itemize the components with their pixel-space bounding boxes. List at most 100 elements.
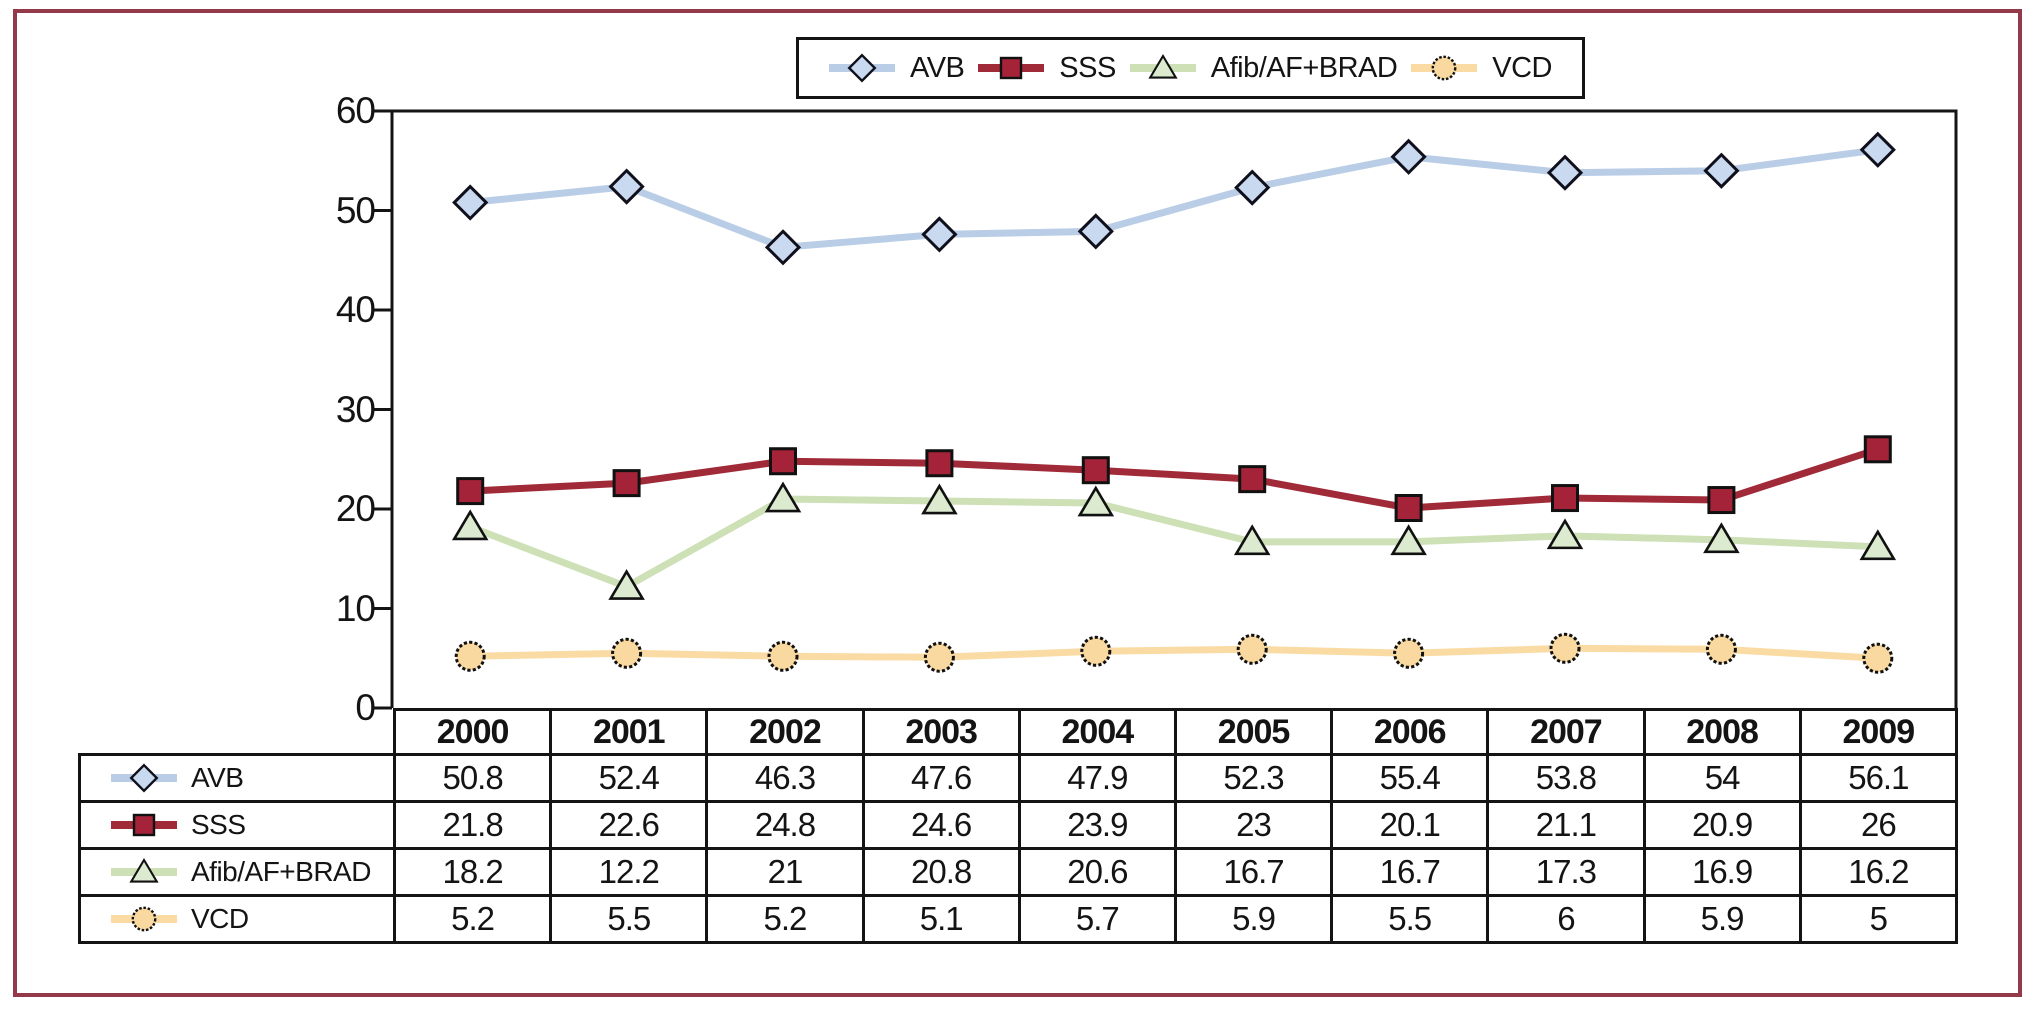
series-avb <box>452 131 1896 266</box>
row-label-vcd: VCD <box>78 894 396 944</box>
sss-point-2005 <box>1238 465 1267 494</box>
cell-avb-2002: 46.3 <box>705 753 865 803</box>
cell-avb-2006: 55.4 <box>1330 753 1490 803</box>
vcd-point-2006 <box>1393 637 1425 669</box>
year-header-2002: 2002 <box>705 708 865 756</box>
sss-line-marker-icon <box>978 56 1045 80</box>
cell-sss-2003: 24.6 <box>861 800 1021 850</box>
year-header-2007: 2007 <box>1486 708 1646 756</box>
cell-sss-2007: 21.1 <box>1486 800 1646 850</box>
vcd-line-marker-icon <box>111 906 177 932</box>
legend-label-vcd: VCD <box>1492 51 1552 84</box>
year-header-2008: 2008 <box>1642 708 1802 756</box>
cell-afib-af-brad-2007: 17.3 <box>1486 847 1646 897</box>
cell-sss-2009: 26 <box>1798 800 1959 850</box>
chart-legend: AVB SSS Afib/AF+BRAD VCD <box>796 37 1585 99</box>
sss-point-2000 <box>456 477 485 506</box>
table-row-vcd: VCD 5.2 5.5 5.2 5.1 5.7 5.9 5.5 6 5.9 5 <box>78 894 1959 944</box>
avb-point-2009 <box>1859 131 1896 168</box>
avb-point-2007 <box>1546 154 1584 191</box>
table-row-afib-af-brad: Afib/AF+BRAD 18.2 12.2 21 20.8 20.6 16.7 16.7 17… <box>78 847 1959 897</box>
vcd-point-2009 <box>1862 642 1894 674</box>
y-axis-tick-label: 50 <box>335 189 376 231</box>
data-table: 2000 2001 2002 2003 2004 2005 2006 2007 2008 2009… <box>78 708 1959 944</box>
legend-item-vcd: VCD <box>1411 51 1552 85</box>
figure-border <box>13 9 2022 997</box>
sss-point-2003 <box>925 449 954 478</box>
row-label-content: SSS <box>81 808 393 842</box>
sss-point-2007 <box>1551 484 1579 513</box>
avb-line-marker-icon <box>829 53 895 83</box>
vcd-point-2001 <box>611 637 643 669</box>
row-label-sss: SSS <box>78 800 396 850</box>
sss-point-2009 <box>1863 435 1892 464</box>
cell-afib-af-brad-2009: 16.2 <box>1798 847 1959 897</box>
cell-avb-2003: 47.6 <box>861 753 1021 803</box>
row-label-afib-af-brad: Afib/AF+BRAD <box>78 847 396 897</box>
cell-afib-af-brad-2003: 20.8 <box>861 847 1021 897</box>
vcd-point-2000 <box>454 640 486 672</box>
cell-sss-2002: 24.8 <box>705 800 865 850</box>
cell-afib-af-brad-2004: 20.6 <box>1017 847 1177 897</box>
y-axis-tick-label: 10 <box>335 587 376 629</box>
afib-af-brad-point-2006 <box>1390 524 1427 556</box>
table-corner-blank <box>80 710 395 755</box>
row-label-text-avb: AVB <box>191 762 244 793</box>
cell-avb-2004: 47.9 <box>1017 753 1177 803</box>
row-label-text-vcd: VCD <box>191 903 249 934</box>
cell-vcd-2005: 5.9 <box>1173 894 1334 944</box>
avb-line <box>466 146 1882 251</box>
vcd-line <box>466 644 1882 662</box>
avb-point-2000 <box>452 184 489 221</box>
cell-vcd-2008: 5.9 <box>1642 894 1802 944</box>
row-label-text-afib-af-brad: Afib/AF+BRAD <box>191 856 371 887</box>
legend-item-avb: AVB <box>829 51 965 85</box>
avb-point-2002 <box>764 229 802 266</box>
vcd-point-2008 <box>1705 633 1737 665</box>
cell-afib-af-brad-2008: 16.9 <box>1642 847 1802 897</box>
cell-avb-2009: 56.1 <box>1798 753 1959 803</box>
sss-point-2002 <box>769 447 797 476</box>
avb-point-2008 <box>1703 152 1740 189</box>
cell-avb-2000: 50.8 <box>392 753 553 803</box>
avb-point-2003 <box>921 216 958 253</box>
cell-vcd-2007: 6 <box>1486 894 1646 944</box>
cell-afib-af-brad-2002: 21 <box>705 847 865 897</box>
vcd-point-2004 <box>1080 635 1112 667</box>
legend-label-afib-af-brad: Afib/AF+BRAD <box>1210 51 1398 84</box>
sss-marker-icon <box>1000 56 1023 80</box>
row-label-content: VCD <box>81 902 393 936</box>
cell-vcd-2003: 5.1 <box>861 894 1021 944</box>
y-axis-tick-label: 20 <box>335 488 376 529</box>
cell-afib-af-brad-2005: 16.7 <box>1173 847 1334 897</box>
cell-sss-2001: 22.6 <box>549 800 709 850</box>
year-header-2000: 2000 <box>392 708 553 756</box>
afib-af-brad-point-2004 <box>1077 485 1115 517</box>
cell-vcd-2002: 5.2 <box>705 894 865 944</box>
cell-afib-af-brad-2001: 12.2 <box>549 847 709 897</box>
cell-vcd-2004: 5.7 <box>1017 894 1177 944</box>
year-header-2005: 2005 <box>1173 708 1334 756</box>
vcd-point-2007 <box>1549 632 1581 664</box>
year-header-2001: 2001 <box>549 708 709 756</box>
year-header-2009: 2009 <box>1798 708 1959 756</box>
table-row-sss: SSS 21.8 22.6 24.8 24.6 23.9 23 20.1 21.1 20.9 26 <box>78 800 1959 850</box>
vcd-marker-icon <box>131 906 157 932</box>
afib-af-brad-point-2001 <box>608 569 645 600</box>
row-label-avb: AVB <box>78 753 396 803</box>
afib-af-brad-point-2005 <box>1233 524 1271 556</box>
cell-afib-af-brad-2000: 18.2 <box>392 847 553 897</box>
cell-sss-2008: 20.9 <box>1642 800 1802 850</box>
table-header-row: 2000 2001 2002 2003 2004 2005 2006 2007 2008 2009 <box>80 708 1959 756</box>
year-header-2006: 2006 <box>1330 708 1490 756</box>
afib-af-brad-point-2002 <box>764 481 802 513</box>
vcd-marker-icon <box>1431 55 1457 81</box>
y-axis-tick-label: 30 <box>335 388 376 430</box>
vcd-line-marker-icon <box>1411 55 1478 81</box>
y-axis-tick-label: 0 <box>355 687 376 728</box>
vcd-point-2003 <box>923 641 955 673</box>
legend-item-sss: SSS <box>978 51 1116 85</box>
avb-marker-icon <box>847 53 877 83</box>
